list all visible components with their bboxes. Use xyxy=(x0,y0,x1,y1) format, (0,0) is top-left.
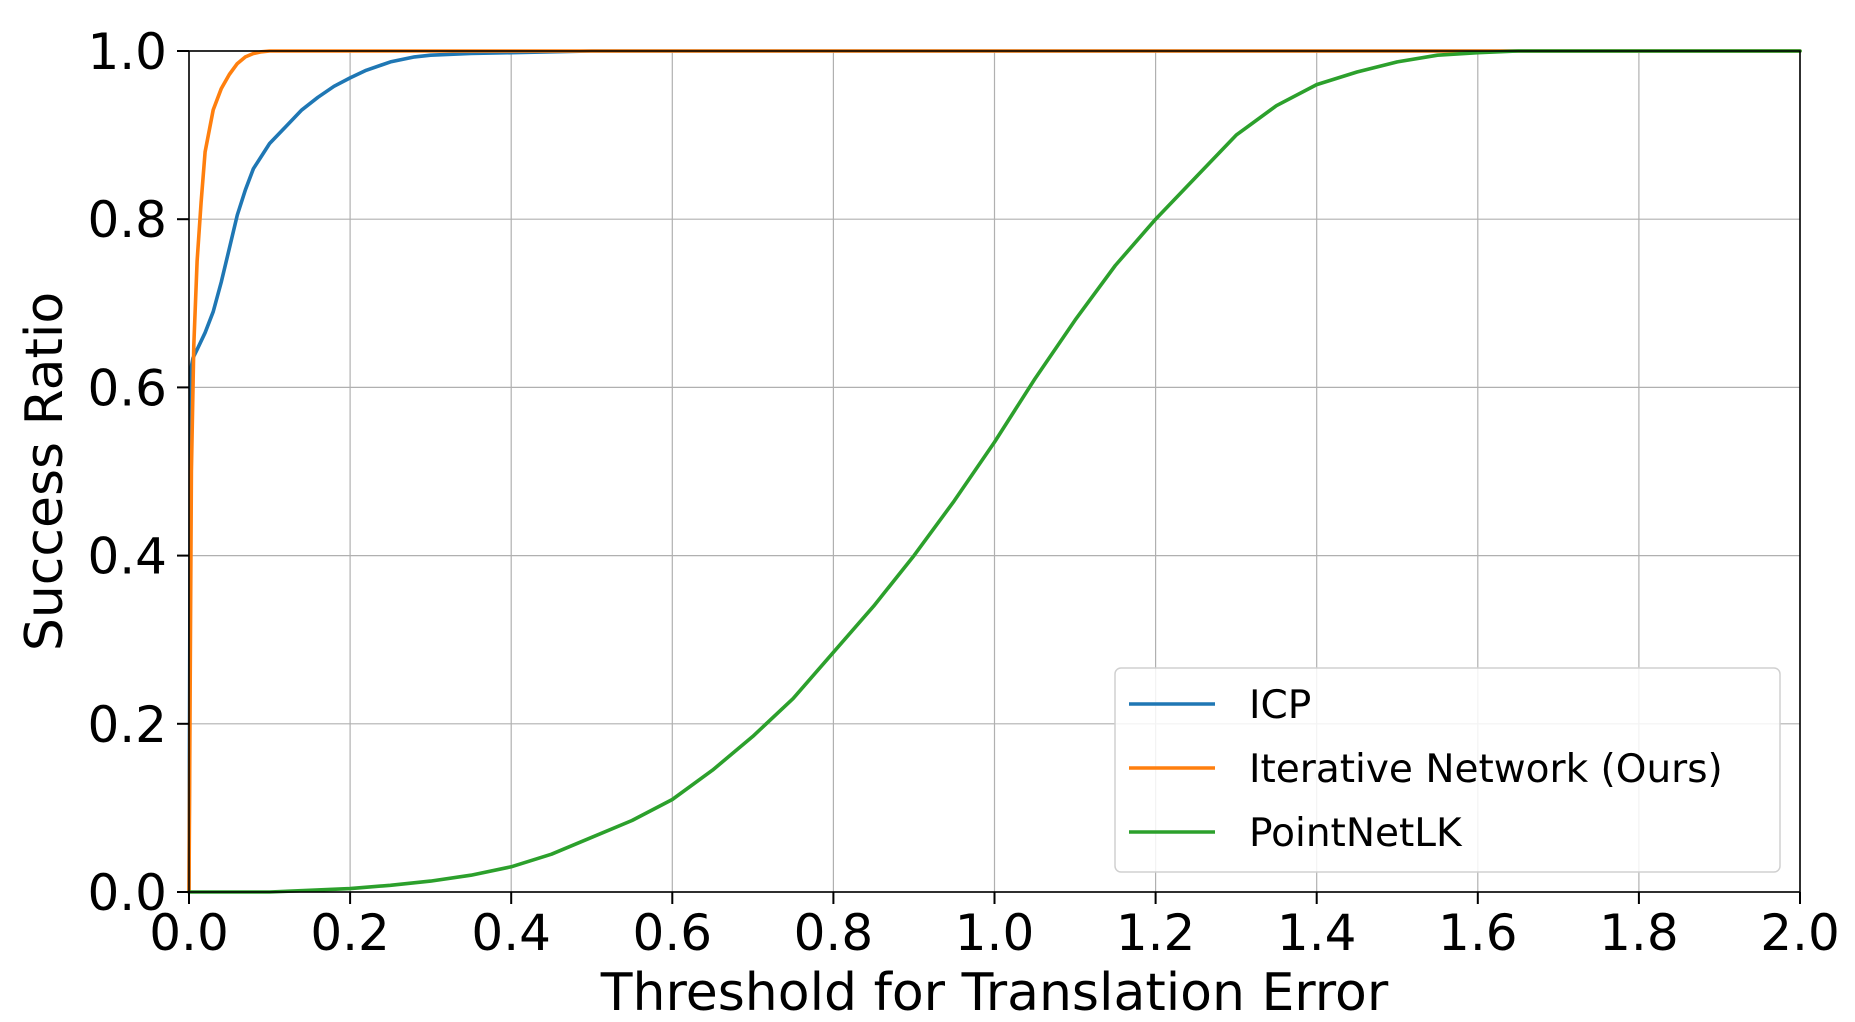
x-tick-label: 0.0 xyxy=(149,904,229,962)
legend-box xyxy=(1114,667,1781,873)
legend-label: ICP xyxy=(1249,683,1311,728)
legend-label: PointNetLK xyxy=(1249,811,1463,856)
legend: ICP Iterative Network (Ours) PointNetLK xyxy=(1114,667,1781,873)
y-tick-label: 0.8 xyxy=(87,191,167,249)
y-tick-label: 0.4 xyxy=(87,528,167,586)
x-tick-label: 0.4 xyxy=(471,904,551,962)
x-tick-label: 1.4 xyxy=(1277,904,1357,962)
y-tick-label: 0.2 xyxy=(87,696,167,754)
x-tick-label: 1.8 xyxy=(1599,904,1679,962)
y-axis-ticks: 0.0 0.2 0.4 0.6 0.8 1.0 xyxy=(87,23,189,922)
y-tick-label: 0.6 xyxy=(87,359,167,417)
x-tick-label: 0.6 xyxy=(633,904,713,962)
x-tick-label: 2.0 xyxy=(1760,904,1840,962)
y-tick-label: 0.0 xyxy=(87,864,167,922)
series-line-3 xyxy=(187,49,1802,894)
y-tick-label: 1.0 xyxy=(87,23,167,81)
x-axis-ticks: 0.0 0.2 0.4 0.6 0.8 1.0 1.2 1.4 1.6 1.8 2.0 xyxy=(149,892,1840,962)
x-tick-label: 1.0 xyxy=(955,904,1035,962)
series-line-1 xyxy=(187,49,1802,894)
x-tick-label: 1.2 xyxy=(1116,904,1196,962)
y-axis-title: Success Ratio xyxy=(15,292,75,651)
x-tick-label: 0.8 xyxy=(794,904,874,962)
x-tick-label: 0.2 xyxy=(310,904,390,962)
x-axis-title: Threshold for Translation Error xyxy=(600,963,1389,1022)
legend-label: Iterative Network (Ours) xyxy=(1249,747,1723,792)
x-tick-label: 1.6 xyxy=(1438,904,1518,962)
